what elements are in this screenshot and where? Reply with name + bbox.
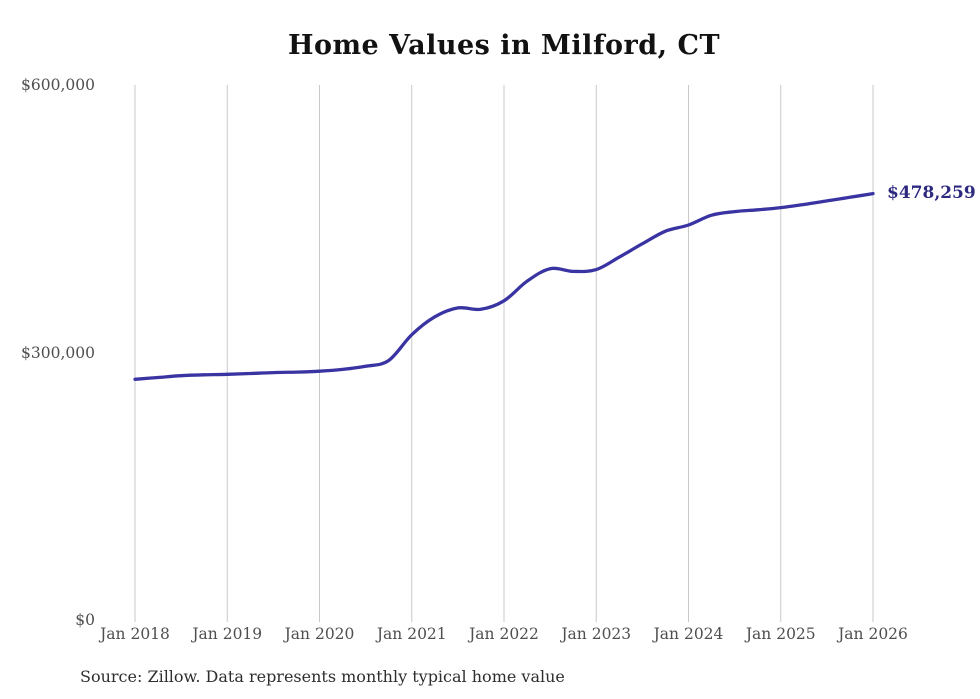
x-tick-label: Jan 2026: [838, 625, 908, 643]
y-tick-label: $600,000: [21, 76, 95, 94]
y-tick-label: $300,000: [21, 343, 95, 362]
x-tick-label: Jan 2021: [376, 625, 447, 643]
x-tick-label: Jan 2024: [653, 625, 724, 643]
chart-title: Home Values in Milford, CT: [287, 30, 721, 61]
x-tick-label: Jan 2019: [192, 625, 263, 643]
current-value-label: $478,259: [887, 182, 976, 203]
x-tick-label: Jan 2020: [284, 625, 355, 643]
x-tick-label: Jan 2022: [469, 625, 539, 643]
home-value-line: [133, 191, 875, 381]
x-tick-label: Jan 2023: [561, 625, 632, 643]
source-note: Source: Zillow. Data represents monthly …: [80, 667, 565, 686]
x-tick-label: Jan 2018: [100, 625, 170, 643]
y-tick-label: $0: [75, 611, 95, 629]
x-tick-label: Jan 2025: [745, 625, 816, 643]
